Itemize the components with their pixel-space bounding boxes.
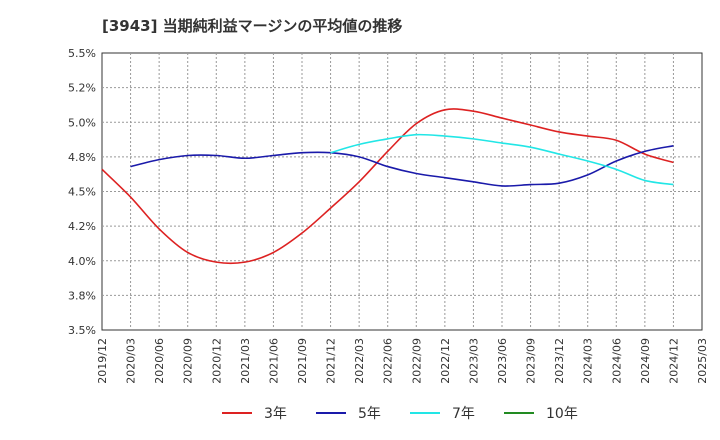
x-tick-label: 2024/12 [667, 338, 680, 384]
y-tick-label: 4.8% [68, 151, 96, 164]
x-tick-label: 2024/09 [639, 338, 652, 384]
grid [102, 53, 702, 330]
x-tick-label: 2023/06 [496, 338, 509, 384]
x-tick-label: 2020/03 [125, 338, 138, 384]
series-line-2 [130, 145, 674, 187]
x-tick-label: 2019/12 [96, 338, 109, 384]
y-tick-label: 4.2% [68, 220, 96, 233]
y-tick-label: 4.0% [68, 255, 96, 268]
x-tick-label: 2023/09 [525, 338, 538, 384]
series-line-1 [101, 108, 674, 265]
legend: 3年 5年 7年 10年 [222, 406, 578, 422]
x-tick-label: 2024/03 [582, 338, 595, 384]
y-tick-label: 3.8% [68, 289, 96, 302]
x-tick-label: 2021/12 [325, 338, 338, 384]
x-tick-label: 2023/12 [553, 338, 566, 384]
x-axis: 2019/12 2020/03 2020/06 2020/09 2020/12 2021/… [96, 338, 709, 384]
y-tick-label: 3.5% [68, 324, 96, 337]
x-tick-label: 2025/03 [696, 338, 709, 384]
x-tick-label: 2021/03 [239, 338, 252, 384]
legend-label-4: 10年 [546, 406, 578, 422]
y-tick-label: 4.5% [68, 186, 96, 199]
x-tick-label: 2022/09 [410, 338, 423, 384]
x-tick-label: 2022/03 [353, 338, 366, 384]
y-tick-label: 5.2% [68, 82, 96, 95]
y-tick-label: 5.5% [68, 47, 96, 60]
x-tick-label: 2022/06 [382, 338, 395, 384]
x-tick-label: 2021/09 [296, 338, 309, 384]
chart-title: [3943] 当期純利益マージンの平均値の推移 [102, 17, 402, 35]
x-tick-label: 2023/03 [467, 338, 480, 384]
y-axis: 3.5% 3.8% 4.0% 4.2% 4.5% 4.8% 5.0% 5.2% 5.5% [68, 47, 96, 337]
x-tick-label: 2024/06 [610, 338, 623, 384]
series-line-3 [330, 133, 674, 186]
x-tick-label: 2020/12 [210, 338, 223, 384]
x-tick-label: 2020/09 [182, 338, 195, 384]
legend-label-2: 5年 [358, 406, 381, 422]
legend-label-3: 7年 [452, 406, 475, 422]
series-layer [101, 108, 674, 265]
legend-label-1: 3年 [264, 406, 287, 422]
y-tick-label: 5.0% [68, 116, 96, 129]
x-tick-label: 2021/06 [267, 338, 280, 384]
x-tick-label: 2020/06 [153, 338, 166, 384]
x-tick-label: 2022/12 [439, 338, 452, 384]
